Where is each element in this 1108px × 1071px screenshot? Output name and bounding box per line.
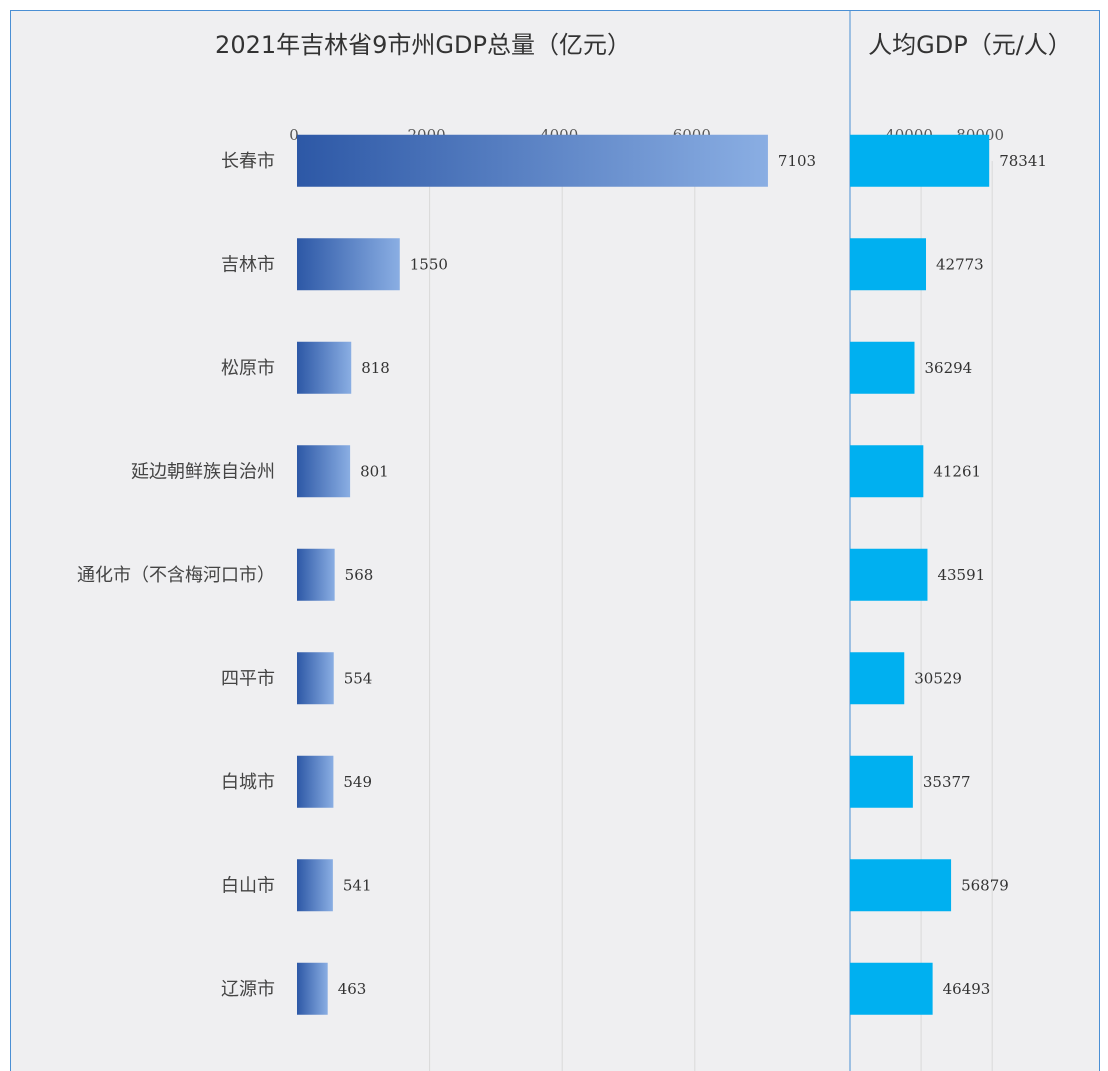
gdp-chart: 2021年吉林省9市州GDP总量（亿元） 人均GDP（元/人） 02000400… (77, 11, 1072, 1071)
value-label-per-capita: 78341 (999, 152, 1047, 170)
bar-per-capita (850, 652, 905, 705)
category-label: 通化市（不含梅河口市） (77, 565, 275, 586)
bar-per-capita (850, 755, 913, 808)
value-label-gdp: 1550 (410, 255, 448, 273)
value-label-per-capita: 36294 (924, 359, 972, 377)
bar-gdp (297, 134, 768, 187)
chart-title-gdp: 2021年吉林省9市州GDP总量（亿元） (215, 31, 631, 59)
bar-per-capita (850, 859, 952, 912)
bar-per-capita (850, 445, 924, 498)
value-label-gdp: 818 (361, 359, 390, 377)
category-label: 长春市 (221, 151, 275, 172)
value-label-per-capita: 46493 (943, 980, 991, 998)
bar-gdp (297, 652, 334, 705)
value-label-gdp: 541 (343, 876, 372, 894)
value-label-gdp: 7103 (778, 152, 816, 170)
category-label: 辽源市 (221, 979, 275, 1000)
value-label-per-capita: 35377 (923, 773, 971, 791)
category-label: 延边朝鲜族自治州 (131, 461, 275, 482)
bar-gdp (297, 962, 328, 1015)
bar-per-capita (850, 134, 990, 187)
bar-gdp (297, 445, 351, 498)
bar-per-capita (850, 548, 928, 601)
chart-title-per-capita: 人均GDP（元/人） (868, 31, 1072, 59)
bar-gdp (297, 755, 334, 808)
bar-gdp (297, 859, 333, 912)
value-label-gdp: 463 (338, 980, 367, 998)
tick-label-gdp: 0 (289, 126, 299, 144)
category-label: 白城市 (221, 772, 275, 793)
value-label-gdp: 554 (344, 669, 373, 687)
category-label: 松原市 (221, 358, 275, 379)
value-label-gdp: 549 (343, 773, 372, 791)
bar-gdp (297, 548, 335, 601)
value-label-per-capita: 56879 (961, 876, 1009, 894)
value-label-gdp: 568 (345, 566, 374, 584)
bar-per-capita (850, 341, 915, 394)
value-label-gdp: 801 (360, 462, 389, 480)
value-label-per-capita: 43591 (937, 566, 985, 584)
category-label: 四平市 (221, 668, 275, 689)
category-label: 吉林市 (221, 254, 275, 275)
chart-frame: 2021年吉林省9市州GDP总量（亿元） 人均GDP（元/人） 02000400… (10, 10, 1100, 1071)
bar-gdp (297, 238, 400, 291)
value-label-per-capita: 30529 (914, 669, 962, 687)
category-label: 白山市 (221, 875, 275, 896)
value-label-per-capita: 41261 (933, 462, 981, 480)
value-label-per-capita: 42773 (936, 255, 984, 273)
bar-gdp (297, 341, 352, 394)
bar-per-capita (850, 238, 927, 291)
bar-per-capita (850, 962, 933, 1015)
